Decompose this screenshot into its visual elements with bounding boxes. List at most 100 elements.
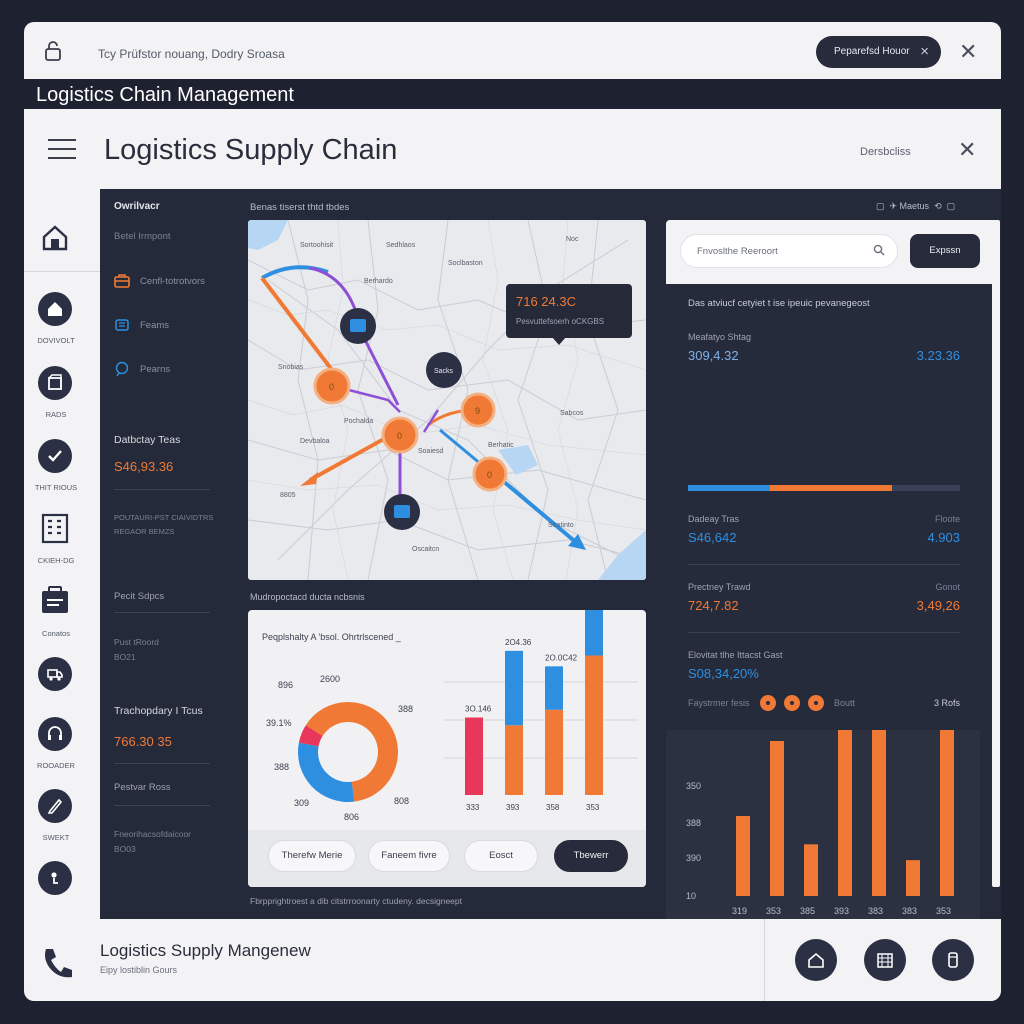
check-icon — [48, 450, 62, 462]
nav-section-title: Trachopdary I Tcus — [114, 705, 203, 717]
donut-label: 39.1% — [266, 718, 292, 728]
building-icon[interactable] — [40, 512, 70, 544]
map-canvas: 0 0 9 0 Sacks — [248, 220, 646, 580]
window-close-icon[interactable]: ✕ — [959, 39, 978, 64]
stacked-bar — [585, 655, 603, 795]
y-tick-label: 388 — [686, 818, 701, 828]
x-tick-label: 385 — [800, 906, 815, 916]
rail-label: RADS — [45, 410, 67, 419]
stat-value-secondary: 4.903 — [927, 530, 960, 545]
chart-section-label: Mudropoctacd ducta ncbsnis — [250, 592, 365, 602]
bar — [838, 730, 852, 896]
phone-icon[interactable] — [40, 945, 76, 981]
headset-icon — [48, 726, 62, 740]
bar-chart: 350 388 390 10 319 353 385 393 383 383 353 — [686, 730, 954, 916]
bottom-calendar-button[interactable] — [864, 939, 906, 981]
map-place: Soclbaston — [448, 260, 483, 267]
bar-x-label: 333 — [466, 803, 480, 812]
svg-text:0: 0 — [329, 382, 334, 392]
rail-support-button[interactable] — [38, 717, 72, 751]
nav-item-label: Pearns — [140, 363, 171, 375]
header-close-icon[interactable]: ✕ — [958, 137, 977, 162]
chart-title: Peqplshalty A 'bsol. Ohrtrlscened _ — [262, 632, 401, 642]
scrollbar[interactable] — [992, 220, 1000, 887]
stat-value-secondary: 3,49,26 — [916, 598, 960, 613]
chart-button[interactable]: Faneem fivre — [368, 840, 450, 872]
clipboard-icon[interactable] — [39, 585, 71, 617]
stat-name: Elovitat tlhe Ittacst Gast — [688, 650, 783, 660]
stat-name: Dadeay Tras — [688, 514, 740, 524]
map-place: Noc — [566, 236, 579, 243]
legend-left: Faystrmer fesis — [688, 698, 750, 708]
map-place: 8805 — [280, 492, 296, 499]
bar — [872, 730, 886, 896]
header-link[interactable]: Dersbcliss — [860, 146, 911, 158]
hamburger-menu-icon[interactable] — [48, 139, 76, 159]
map-place: Snobias — [278, 364, 304, 371]
home-icon[interactable] — [40, 223, 70, 253]
rail-truck-button[interactable] — [38, 657, 72, 691]
rail-edit-button[interactable] — [38, 789, 72, 823]
chart-button-row: Therefw Merie Faneem fivre Eosct Tbewerr — [248, 830, 646, 887]
nav-section-title[interactable]: Pecit Sdpcs — [114, 591, 165, 602]
search-input[interactable]: Fnvoslthe Reeroort — [680, 234, 898, 268]
rail-user-button[interactable] — [38, 861, 72, 895]
stat-value: S08,34,20% — [688, 666, 759, 681]
rail-label: DOVIVOLT — [37, 336, 75, 345]
nav-note: BO03 — [114, 844, 136, 854]
route-map[interactable]: 0 0 9 0 Sacks Sortoohisit Sedhlaos Soclbast… — [248, 220, 646, 580]
house-icon — [48, 302, 62, 316]
nav-note: Pust tRoord — [114, 637, 159, 647]
nav-note: BO21 — [114, 652, 136, 662]
chart-primary-button[interactable]: Tbewerr — [554, 840, 628, 872]
window-title: Logistics Chain Management — [36, 84, 294, 106]
bar-x-label: 393 — [506, 803, 520, 812]
user-icon — [51, 872, 58, 884]
bar-x-label: 353 — [586, 803, 600, 812]
stat-name: Meafatyo Shtag — [688, 332, 752, 342]
nav-item-controllers[interactable]: Cenfl-totrotvors — [114, 273, 205, 289]
bar-value-label: 3O.146 — [465, 705, 492, 714]
bar-value-label: 2O.0C42 — [545, 653, 578, 662]
pill-close-icon[interactable]: × — [920, 43, 929, 60]
nav-section-value: 766.30 35 — [114, 734, 172, 749]
device-icon — [948, 952, 958, 968]
search-button[interactable]: Expssn — [910, 234, 980, 268]
map-place: Oscaitcn — [412, 546, 440, 553]
callout-subtitle: Pesvuttefsoerh oCKGBS — [516, 317, 605, 326]
y-tick-label: 10 — [686, 891, 696, 901]
bottom-home-button[interactable] — [795, 939, 837, 981]
donut-label: 2600 — [320, 674, 340, 684]
nav-item-teams[interactable]: Feams — [114, 317, 169, 333]
chat-bubble-icon — [115, 361, 129, 377]
stat-value: 309,4.32 — [688, 348, 739, 363]
nav-item-people[interactable]: Pearns — [114, 361, 170, 377]
rail-check-button[interactable] — [38, 439, 72, 473]
pill-label: Peparefsd Houor — [834, 46, 910, 57]
topbar-pill-button[interactable]: Peparefsd Houor × — [816, 36, 941, 68]
chart-button[interactable]: Eosct — [464, 840, 538, 872]
chart-button[interactable]: Therefw Merie — [268, 840, 356, 872]
map-toolbar[interactable]: ▢ ✈ Maetus ⟲ ▢ — [876, 201, 956, 211]
legend-dot — [760, 695, 776, 711]
rail-cube-button[interactable] — [38, 366, 72, 400]
bar — [804, 844, 818, 896]
bar — [736, 816, 750, 896]
callout-value: 716 24.3C — [516, 294, 576, 309]
x-tick-label: 353 — [936, 906, 951, 916]
svg-text:0: 0 — [487, 470, 492, 480]
bottom-title: Logistics Supply Mangenew — [100, 941, 311, 960]
rail-label: Conatos — [42, 629, 70, 638]
donut-slice — [298, 725, 323, 747]
map-place: Devbaloa — [300, 438, 330, 445]
bar — [940, 730, 954, 896]
stat-name: Prectney Trawd — [688, 582, 751, 592]
map-node-label: Sacks — [434, 368, 454, 375]
nav-section-title[interactable]: Pestvar Ross — [114, 782, 171, 793]
rail-home-button[interactable] — [38, 292, 72, 326]
bottom-device-button[interactable] — [932, 939, 974, 981]
search-area: Fnvoslthe Reeroort Expssn — [666, 220, 1000, 284]
nav-section-title: Datbctay Teas — [114, 434, 181, 446]
nav-note: REGAOR BEMZS — [114, 527, 175, 536]
donut-label: 808 — [394, 796, 409, 806]
